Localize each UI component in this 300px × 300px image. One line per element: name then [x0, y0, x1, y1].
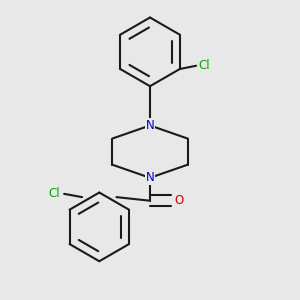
- Text: O: O: [175, 194, 184, 207]
- Text: N: N: [146, 119, 154, 132]
- Text: Cl: Cl: [199, 59, 210, 72]
- Text: Cl: Cl: [49, 188, 60, 200]
- Text: N: N: [146, 171, 154, 184]
